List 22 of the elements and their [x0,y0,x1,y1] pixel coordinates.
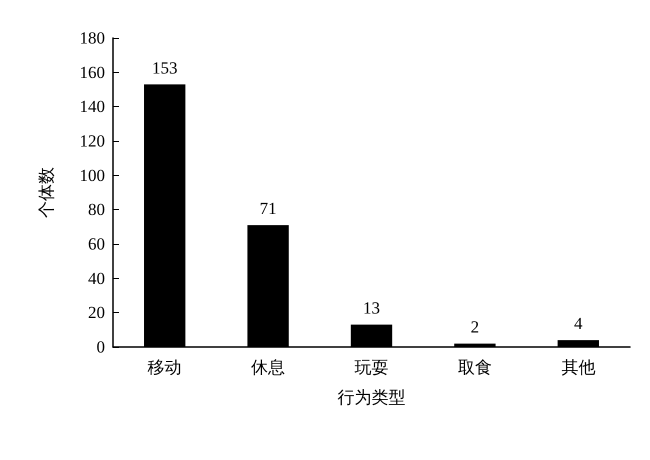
data-label: 13 [363,298,380,318]
x-tick-label: 取食 [458,358,492,377]
x-tick-label: 其他 [561,358,596,377]
data-label: 153 [152,58,178,78]
data-label: 71 [260,199,277,218]
x-axis-title: 行为类型 [338,388,406,407]
y-tick-label: 60 [88,234,105,254]
x-tick-label: 玩耍 [354,358,388,377]
y-tick-label: 180 [80,28,105,48]
y-tick-label: 160 [80,62,105,82]
y-tick-label: 140 [80,97,105,116]
data-label: 2 [470,318,480,337]
y-tick-label: 20 [88,303,105,322]
x-tick-label: 休息 [251,358,286,377]
y-tick-label: 120 [80,132,105,150]
y-axis-title: 个体数 [37,167,56,218]
y-tick-label: 0 [96,338,105,356]
y-tick-label: 100 [80,166,105,185]
y-tick-label: 80 [88,200,105,220]
y-tick-label: 40 [88,268,105,288]
x-tick-label: 移动 [148,358,182,377]
data-label: 4 [574,314,584,334]
